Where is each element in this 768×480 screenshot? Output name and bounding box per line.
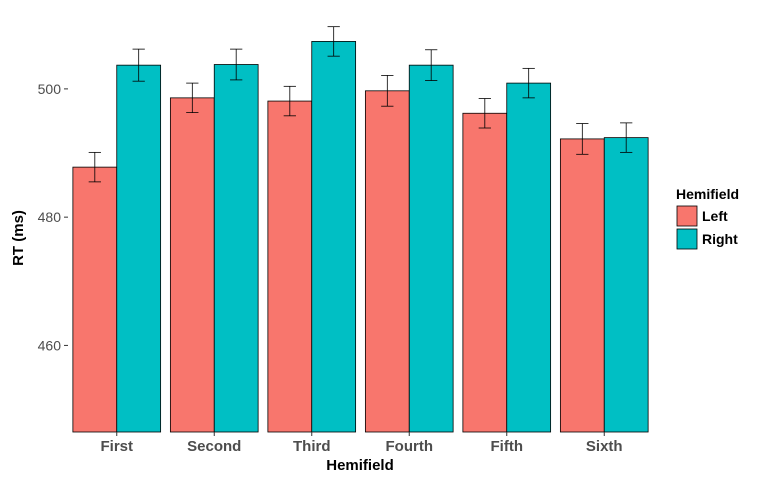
x-tick-label-third: Third (293, 438, 331, 455)
legend-label-left: Left (702, 208, 728, 224)
bar-left-third (267, 100, 313, 433)
bar-left-fourth (364, 90, 410, 433)
legend-label-right: Right (702, 231, 738, 247)
y-tick-label-500: 500 (38, 81, 62, 97)
y-axis-title: RT (ms) (10, 210, 27, 266)
bar-right-third (311, 41, 357, 433)
legend: Hemifield Left Right (676, 186, 739, 250)
bar-right-second (213, 64, 259, 433)
x-tick-label-sixth: Sixth (586, 438, 623, 455)
plot-area (72, 26, 649, 433)
legend-key-right (676, 228, 698, 250)
x-axis: First Second Third Fourth Fifth Sixth (100, 432, 623, 455)
y-tick-label-480: 480 (38, 209, 62, 225)
bar-right-first (116, 64, 162, 433)
bar-right-sixth (603, 137, 649, 433)
bar-left-sixth (559, 138, 605, 433)
bar-left-fifth (462, 112, 508, 433)
bar-left-second (169, 97, 215, 433)
legend-key-left (676, 205, 698, 227)
bar-right-fourth (408, 64, 454, 433)
x-axis-title: Hemifield (326, 457, 394, 474)
bar-right-fifth (506, 82, 552, 433)
x-tick-label-fourth: Fourth (386, 438, 433, 455)
legend-title: Hemifield (676, 186, 739, 202)
y-axis: 460 480 500 (38, 81, 68, 353)
x-tick-label-fifth: Fifth (491, 438, 523, 455)
x-tick-label-second: Second (187, 438, 241, 455)
y-tick-label-460: 460 (38, 337, 62, 353)
bar-left-first (72, 166, 118, 433)
x-tick-label-first: First (100, 438, 133, 455)
